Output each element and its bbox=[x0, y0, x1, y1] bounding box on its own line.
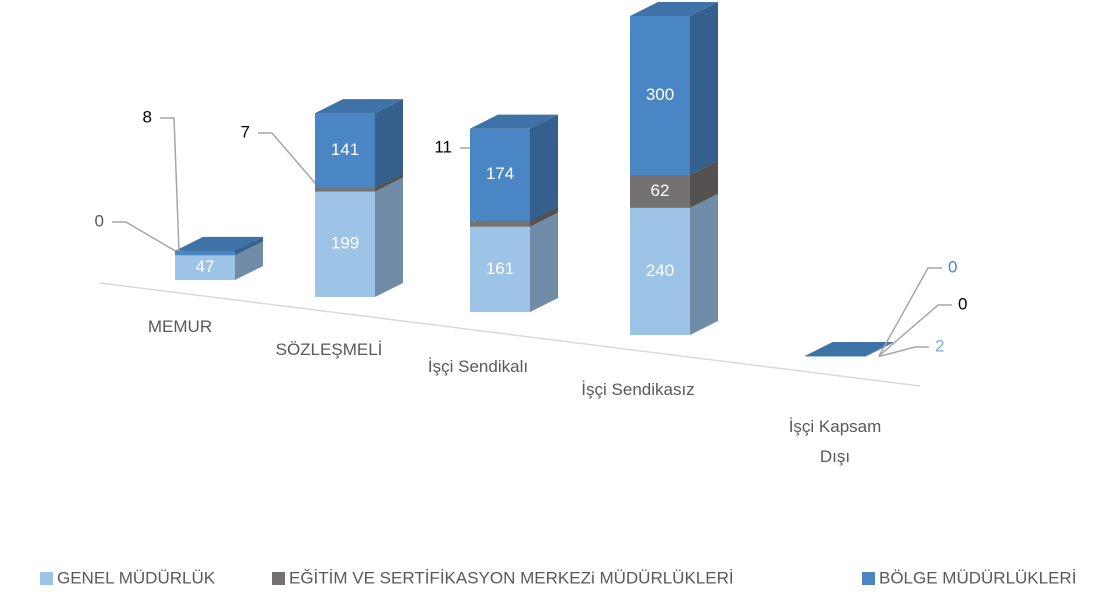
bar-side bbox=[530, 114, 558, 221]
legend-label: GENEL MÜDÜRLÜK bbox=[57, 568, 216, 587]
leader-line bbox=[258, 132, 320, 189]
bar-top bbox=[315, 99, 403, 114]
bar-top bbox=[630, 1, 718, 16]
data-label: 199 bbox=[331, 234, 359, 253]
bar-side bbox=[375, 177, 403, 297]
legend-label: BÖLGE MÜDÜRLÜKLERİ bbox=[879, 568, 1076, 587]
data-label: 2 bbox=[935, 336, 944, 355]
data-label: 0 bbox=[958, 294, 967, 313]
bar-front bbox=[630, 174, 690, 208]
bar-side bbox=[690, 1, 718, 175]
x-tick-label: İşçi Sendikalı bbox=[427, 357, 529, 376]
data-label: 300 bbox=[646, 85, 674, 104]
data-label: 7 bbox=[241, 122, 250, 141]
data-label: 11 bbox=[434, 137, 452, 156]
leader-line bbox=[878, 304, 952, 357]
data-label: 62 bbox=[651, 181, 670, 200]
leader-line bbox=[160, 117, 180, 251]
bar-front bbox=[630, 207, 690, 335]
legend-swatch bbox=[272, 572, 285, 585]
x-tick-label: SÖZLEŞMELİ bbox=[275, 340, 383, 359]
bar-side bbox=[235, 236, 263, 256]
bar-front bbox=[470, 128, 530, 221]
bar-top bbox=[805, 341, 893, 356]
legend-swatch bbox=[862, 572, 875, 585]
bar-front bbox=[315, 113, 375, 188]
bar-front bbox=[175, 255, 235, 280]
data-label: 47 bbox=[196, 257, 215, 276]
legend-swatch bbox=[40, 572, 53, 585]
data-label: 174 bbox=[486, 164, 514, 183]
legend-label: EĞİTİM VE SERTİFİKASYON MERKEZi MÜDÜRLÜK… bbox=[289, 568, 734, 587]
x-tick-label: MEMUR bbox=[147, 317, 213, 336]
bar-front bbox=[470, 226, 530, 312]
bar-side bbox=[690, 160, 718, 208]
data-label: 240 bbox=[646, 261, 674, 280]
bar-side bbox=[530, 206, 558, 227]
data-label: 8 bbox=[143, 107, 152, 126]
leader-line bbox=[112, 221, 180, 254]
bar-side bbox=[690, 193, 718, 335]
bar-front bbox=[315, 187, 375, 192]
data-label: 0 bbox=[95, 211, 104, 230]
data-label: 141 bbox=[331, 140, 359, 159]
leader-line bbox=[878, 346, 929, 358]
bar-side bbox=[235, 241, 263, 280]
x-tick-label: İşçi Kapsam Dışı bbox=[788, 417, 882, 466]
data-label: 161 bbox=[486, 259, 514, 278]
bar-top bbox=[470, 114, 558, 129]
bar-side bbox=[530, 212, 558, 312]
bar-side bbox=[865, 341, 893, 357]
bar-top bbox=[175, 236, 263, 251]
bar-front bbox=[630, 15, 690, 175]
bar-side bbox=[375, 173, 403, 192]
bar-front bbox=[805, 355, 865, 357]
bar-front bbox=[470, 220, 530, 227]
leader-line bbox=[878, 267, 942, 357]
data-label: 0 bbox=[948, 257, 957, 276]
floor-line bbox=[99, 282, 921, 387]
bar-side bbox=[375, 99, 403, 188]
bar-front bbox=[315, 191, 375, 297]
bar-front bbox=[175, 250, 235, 256]
x-tick-label: İşçi Sendikasız bbox=[581, 380, 695, 399]
